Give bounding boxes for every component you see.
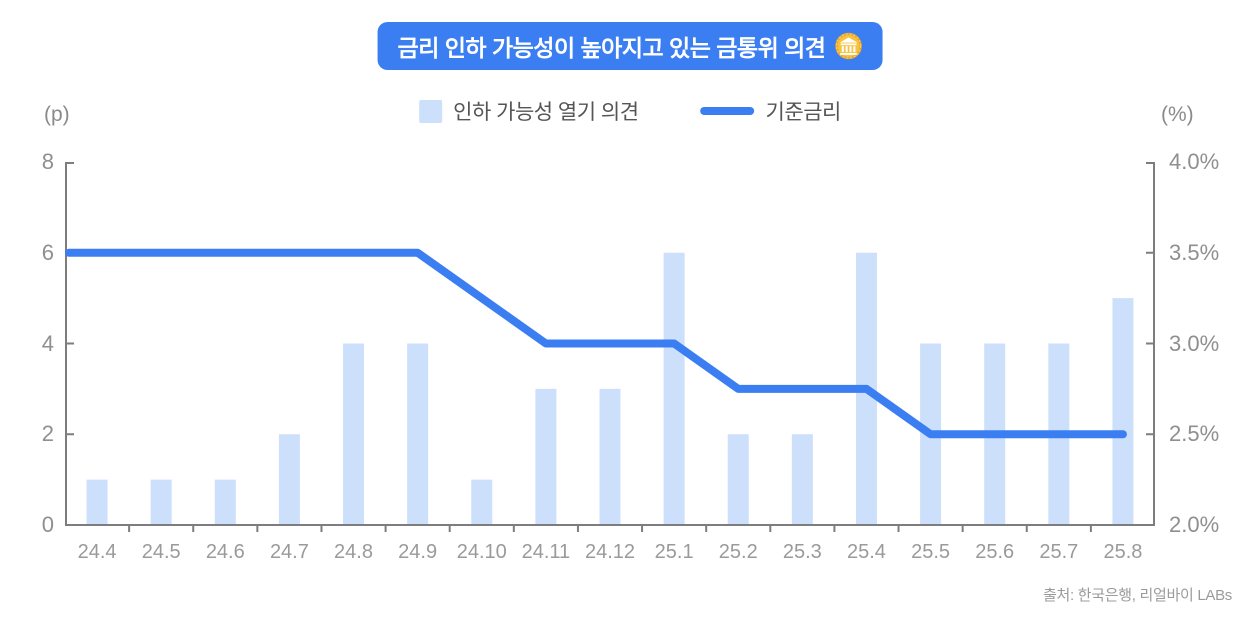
right-axis-tick-label: 2.5% [1169, 421, 1220, 447]
page-title: 금리 인하 가능성이 높아지고 있는 금통위 의견 [397, 35, 826, 61]
x-axis-tick-label: 25.2 [718, 541, 758, 563]
chart-plot-area [65, 162, 1155, 532]
x-axis-tick-label: 25.3 [782, 541, 822, 563]
left-axis-ticks: 8 6 4 2 0 [14, 151, 54, 536]
x-axis-tick-label: 25.8 [1103, 541, 1143, 563]
left-axis-tick-label: 8 [41, 149, 54, 174]
x-axis-tick-label: 24.9 [398, 541, 438, 563]
left-axis-tick-label: 4 [41, 330, 54, 356]
bar-25.1 [663, 252, 685, 525]
bar-24.10 [471, 479, 493, 525]
x-axis-ticks: 24.4 24.5 24.6 24.7 24.8 24.9 24.10 24.11 24.12 2… [65, 540, 1155, 566]
right-axis-ticks: 4.0% 3.5% 3.0% 2.5% 2.0% [1169, 151, 1239, 536]
legend: 인하 가능성 열기 의견 기준금리 [419, 96, 841, 126]
bank-coin-icon [835, 32, 862, 60]
bar-24.4 [86, 479, 108, 525]
legend-line-label: 기준금리 [765, 101, 842, 124]
x-axis-tick-label: 24.10 [456, 541, 507, 563]
right-axis-tick-label: 3.5% [1169, 239, 1220, 265]
source-credit: 출처: 한국은행, 리얼바이 LABs [1043, 587, 1232, 604]
x-axis-tick-label: 24.7 [269, 541, 309, 563]
bar-24.8 [343, 343, 365, 525]
x-axis-tick-label: 24.12 [584, 541, 636, 563]
right-axis-tick-label: 2.0% [1169, 512, 1220, 537]
bar-25.8 [1112, 298, 1134, 525]
legend-item-line: 기준금리 [700, 96, 842, 126]
x-axis-tick-label: 24.4 [77, 541, 117, 563]
left-axis-tick-label: 2 [41, 421, 54, 447]
bar-25.2 [727, 434, 749, 525]
bar-24.11 [535, 388, 557, 525]
plot-svg [65, 162, 1155, 532]
right-axis-tick-label: 3.0% [1169, 330, 1220, 356]
x-axis-tick-label: 25.6 [975, 541, 1015, 563]
left-axis-tick-label: 0 [41, 512, 54, 537]
x-axis-tick-label: 25.5 [911, 541, 951, 563]
legend-line-swatch [700, 107, 755, 115]
bar-24.5 [150, 479, 172, 525]
right-axis-unit: (%) [1161, 103, 1194, 126]
legend-bar-swatch [419, 99, 443, 123]
x-axis-tick-label: 25.7 [1039, 541, 1079, 563]
base-rate-line [65, 248, 1127, 439]
bar-24.9 [407, 343, 429, 525]
x-axis-tick-label: 24.6 [205, 541, 245, 563]
bar-24.6 [214, 479, 236, 525]
bar-24.12 [599, 388, 621, 525]
x-axis-tick-label: 24.5 [141, 541, 181, 563]
x-axis-tick-label: 25.4 [847, 541, 886, 563]
bar-24.7 [278, 434, 300, 525]
x-axis-tick-label: 24.11 [521, 541, 571, 563]
title-banner: 금리 인하 가능성이 높아지고 있는 금통위 의견 [377, 22, 883, 70]
legend-item-bars: 인하 가능성 열기 의견 [419, 96, 639, 126]
legend-bar-label: 인하 가능성 열기 의견 [453, 101, 639, 124]
x-axis-tick-label: 25.1 [654, 541, 694, 563]
left-axis-tick-label: 6 [41, 239, 54, 265]
x-axis-tick-label: 24.8 [334, 541, 373, 563]
left-axis-unit: (p) [44, 103, 70, 126]
right-axis-tick-label: 4.0% [1169, 149, 1220, 174]
bar-25.3 [791, 434, 813, 525]
